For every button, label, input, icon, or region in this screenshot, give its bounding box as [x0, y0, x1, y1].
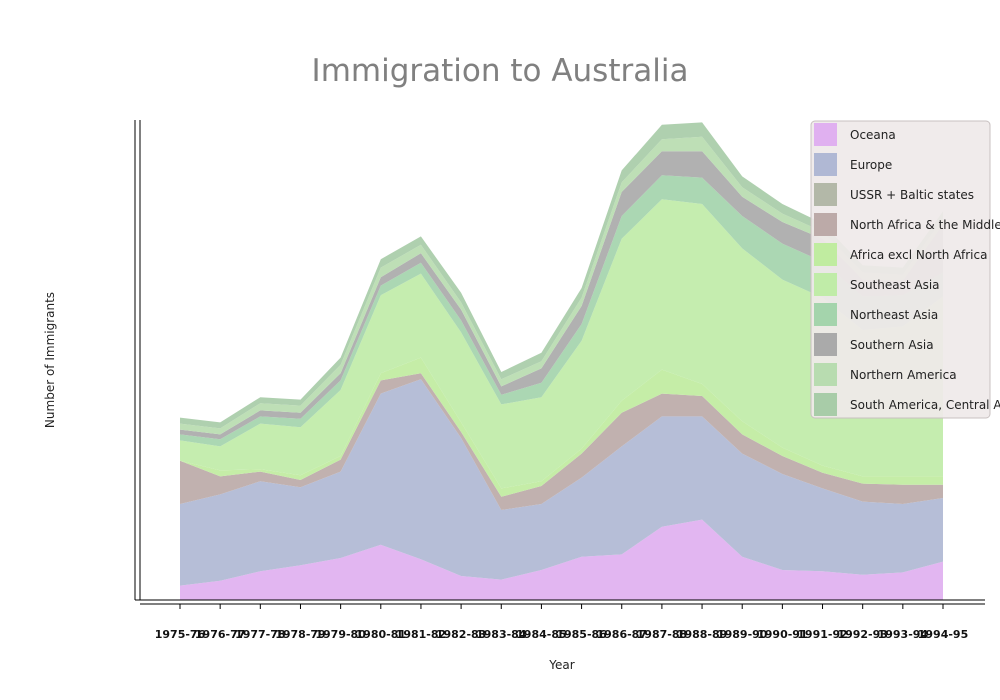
- x-tick-label: 1980-81: [356, 628, 407, 641]
- area-series-1: [180, 379, 943, 586]
- x-axis-label: Year: [548, 658, 574, 672]
- x-tick-label: 1983-84: [476, 628, 527, 641]
- axes: [134, 120, 985, 605]
- legend-swatch-1: [814, 153, 837, 176]
- x-ticks: 1975-761976-771977-781978-791979-801980-…: [155, 604, 969, 641]
- legend-label-2: USSR + Baltic states: [850, 188, 974, 202]
- legend-swatch-0: [814, 123, 837, 146]
- legend-label-7: Southern Asia: [850, 338, 934, 352]
- x-tick-label: 1994-95: [918, 628, 969, 641]
- x-tick-label: 1991-92: [797, 628, 848, 641]
- x-tick-label: 1985-86: [556, 628, 607, 641]
- x-tick-label: 1977-78: [235, 628, 286, 641]
- legend-label-0: Oceana: [850, 128, 896, 142]
- legend-label-5: Southeast Asia: [850, 278, 940, 292]
- x-tick-label: 1987-88: [637, 628, 688, 641]
- legend-swatch-3: [814, 213, 837, 236]
- legend-swatch-2: [814, 183, 837, 206]
- x-tick-label: 1982-83: [436, 628, 487, 641]
- legend-label-6: Northeast Asia: [850, 308, 938, 322]
- area-series-4: [180, 357, 943, 497]
- x-tick-label: 1979-80: [315, 628, 366, 641]
- area-layers: [180, 122, 943, 600]
- area-series-3: [180, 373, 943, 510]
- y-axis-label: Number of Immigrants: [43, 292, 57, 428]
- area-series-6: [180, 175, 943, 447]
- x-tick-label: 1975-76: [155, 628, 206, 641]
- x-tick-label: 1976-77: [195, 628, 246, 641]
- legend-label-9: South America, Central America & the Car…: [850, 398, 1000, 412]
- legend-label-3: North Africa & the Middle East: [850, 218, 1000, 232]
- x-tick-label: 1986-87: [596, 628, 647, 641]
- legend: Oceana Europe USSR + Baltic states North Af…: [810, 120, 1000, 419]
- x-tick-label: 1993-94: [878, 628, 929, 641]
- chart-title: Immigration to Australia: [312, 53, 689, 89]
- area-series-0: [180, 519, 943, 600]
- legend-label-1: Europe: [850, 158, 892, 172]
- legend-swatch-6: [814, 303, 837, 326]
- legend-swatch-8: [814, 363, 837, 386]
- legend-box: [810, 120, 991, 419]
- x-tick-label: 1992-93: [837, 628, 888, 641]
- legend-swatch-9: [814, 393, 837, 416]
- area-series-5: [180, 199, 943, 489]
- legend-swatch-7: [814, 333, 837, 356]
- x-tick-label: 1981-82: [396, 628, 447, 641]
- x-tick-label: 1990-91: [757, 628, 808, 641]
- x-tick-label: 1978-79: [275, 628, 326, 641]
- legend-label-8: Northern America: [850, 368, 957, 382]
- legend-swatch-4: [814, 243, 837, 266]
- legend-swatch-5: [814, 273, 837, 296]
- x-tick-label: 1984-85: [516, 628, 567, 641]
- x-tick-label: 1988-89: [677, 628, 728, 641]
- x-tick-label: 1989-90: [717, 628, 768, 641]
- legend-label-4: Africa excl North Africa: [850, 248, 987, 262]
